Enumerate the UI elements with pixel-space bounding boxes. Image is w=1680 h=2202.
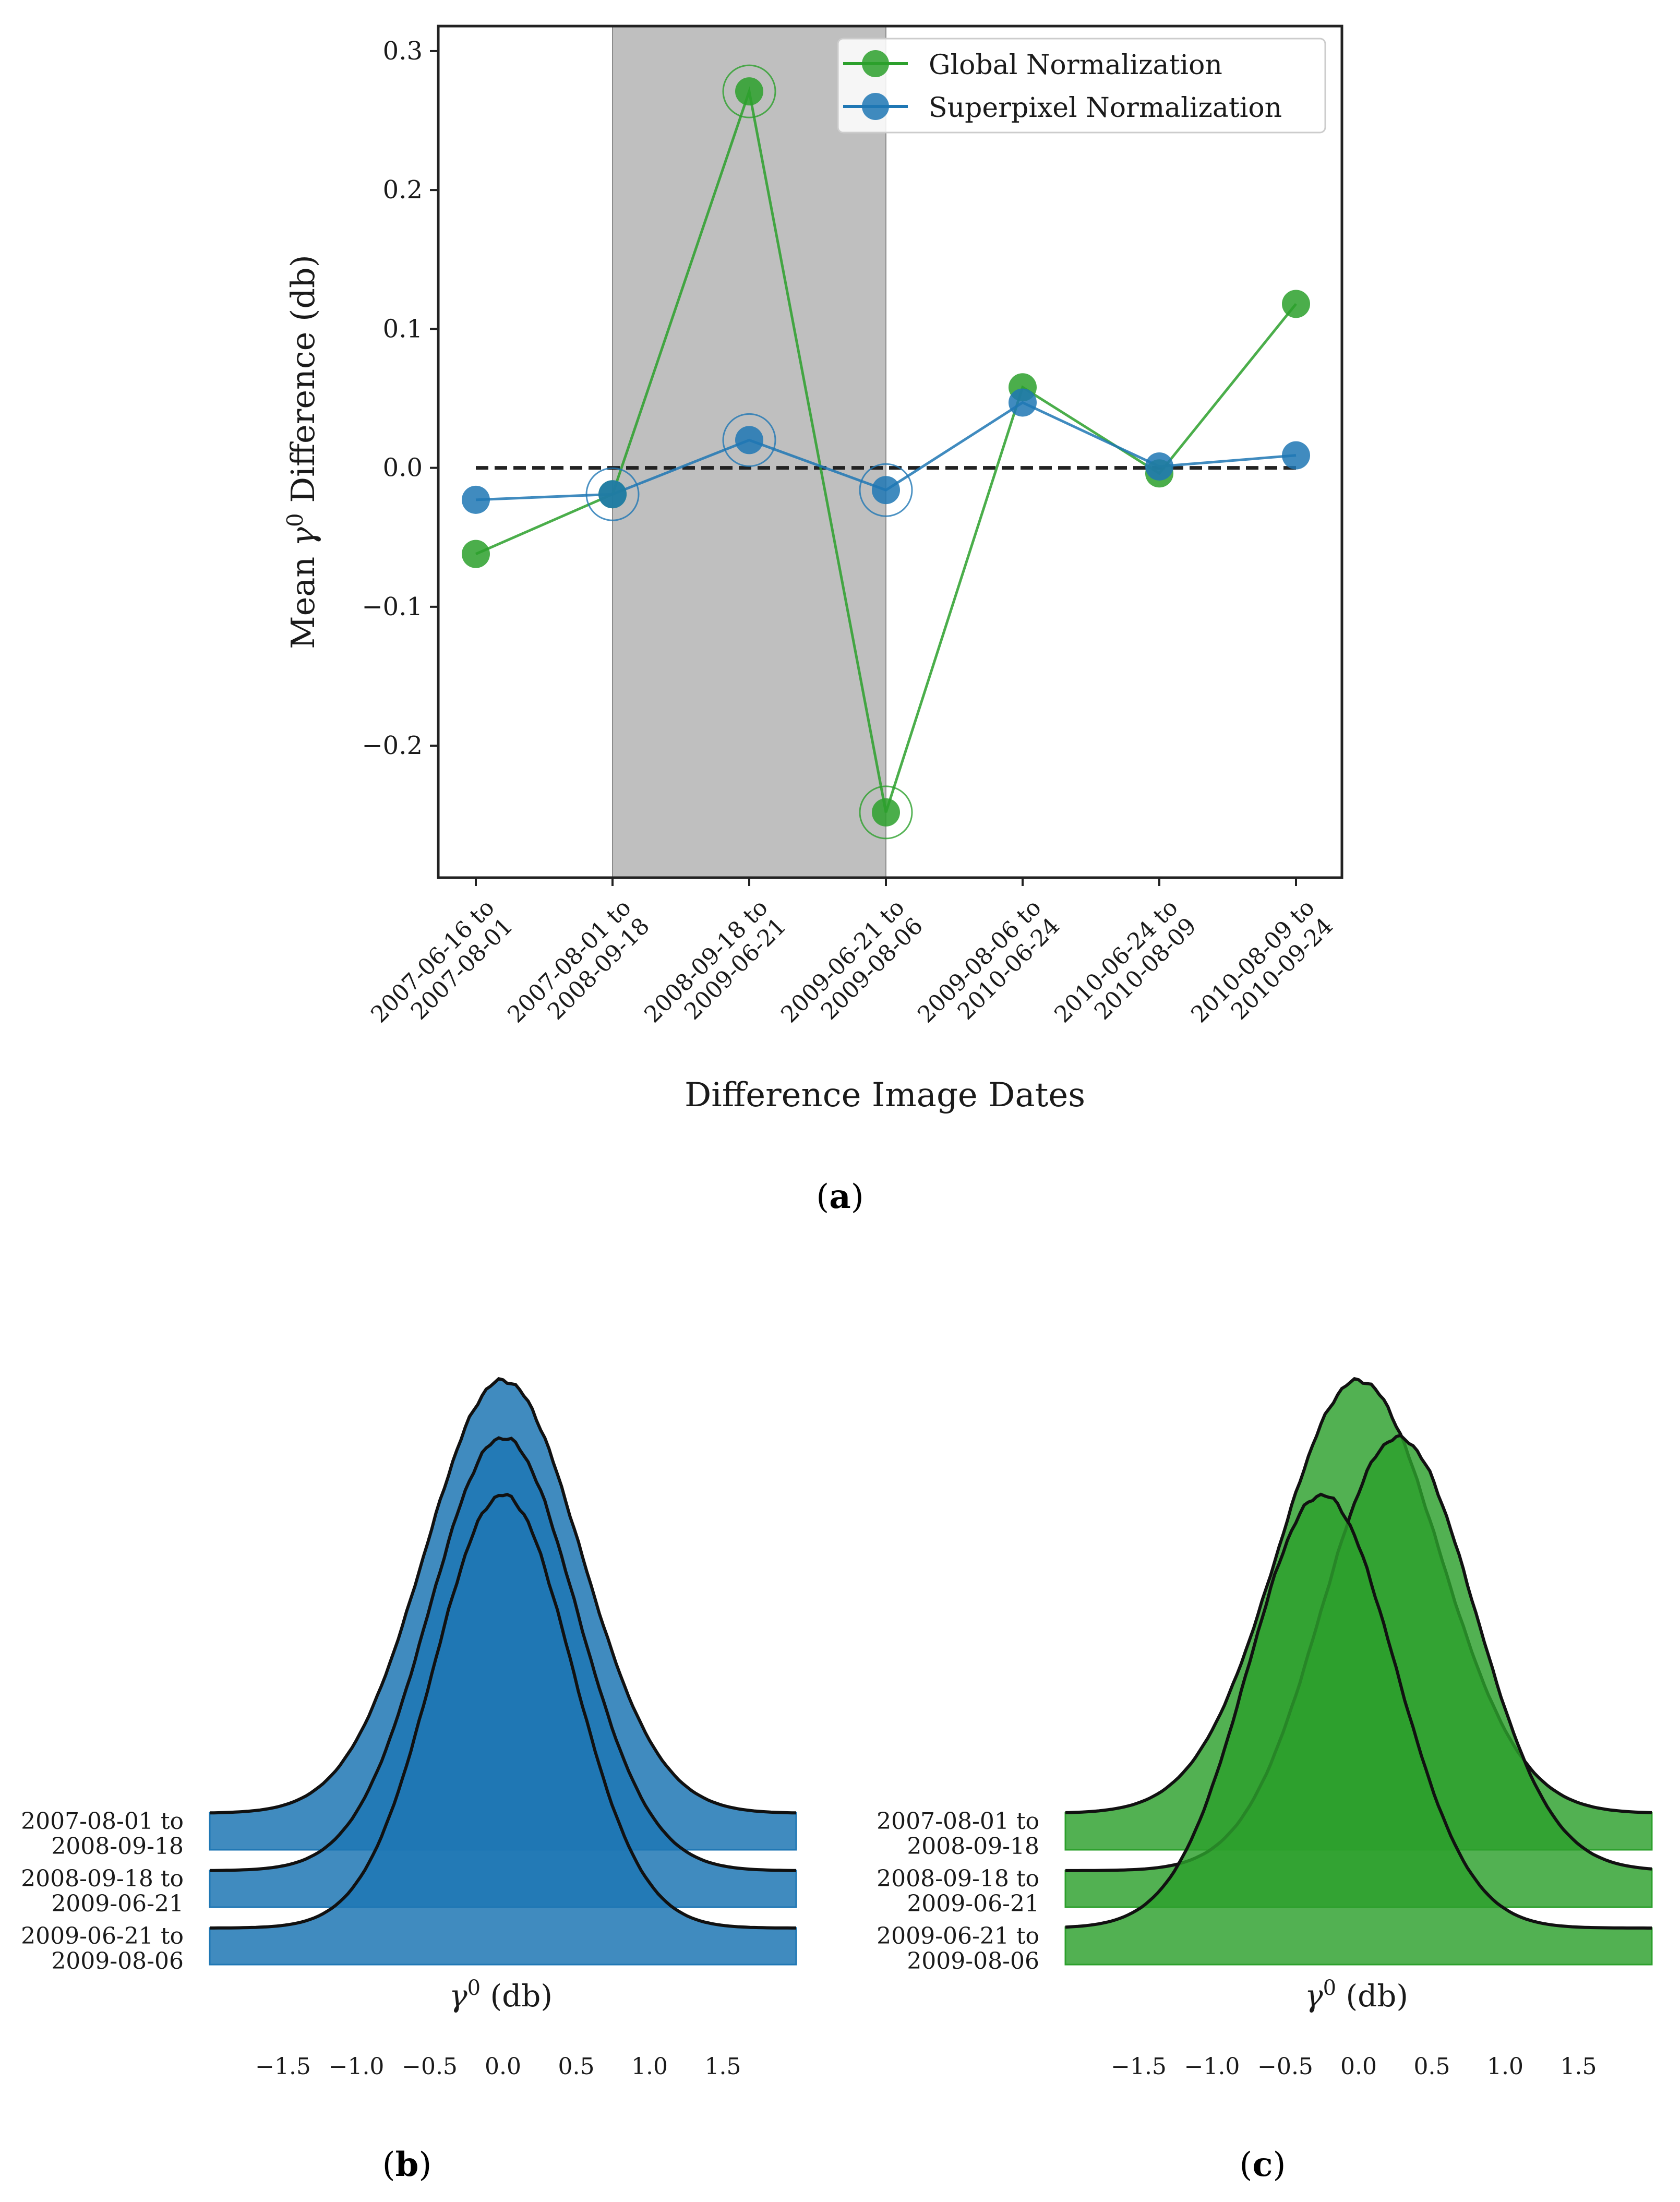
- x-axis-ticks: −1.5 −1.0 −0.5 0.0 0.5 1.0 1.5: [255, 2053, 741, 2080]
- highlight-ring-superpixel: [585, 467, 640, 521]
- highlight-ring-superpixel: [722, 413, 776, 467]
- panel-label-b: (b): [382, 2145, 432, 2184]
- x-tick-label: −1.0: [329, 2053, 385, 2080]
- x-axis-ticks: −1.5 −1.0 −0.5 0.0 0.5 1.0 1.5: [1111, 2053, 1597, 2080]
- y-tick-label: −0.1: [362, 592, 423, 621]
- x-tick-label: 2009-06-21 to2009-08-06: [776, 894, 928, 1047]
- x-tick-label: 2008-09-18 to2009-06-21: [639, 894, 791, 1047]
- y-tick-label: 0.2: [383, 175, 423, 205]
- y-tick-label: 0.1: [383, 314, 423, 343]
- point-global: [1282, 290, 1310, 318]
- highlight-ring-superpixel: [859, 463, 913, 517]
- x-tick-label: 0.0: [1340, 2053, 1377, 2080]
- x-tick-label: 2007-08-01 to2008-09-18: [502, 894, 655, 1047]
- legend-label-global: Global Normalization: [929, 50, 1222, 81]
- ridge-outline: [1065, 1492, 1652, 1930]
- panel-label-a: (a): [816, 1177, 863, 1216]
- highlight-ring-global: [722, 64, 776, 118]
- x-tick-label: 2009-08-06 to2010-06-24: [913, 894, 1065, 1047]
- x-tick-label: 1.5: [1561, 2053, 1597, 2080]
- legend-marker-superpixel: [862, 93, 889, 120]
- x-tick-label: 0.5: [558, 2053, 595, 2080]
- x-tick-label: −1.0: [1184, 2053, 1240, 2080]
- x-axis-label: γ0 (db): [1305, 1976, 1408, 2014]
- y-tick-label: 0.3: [383, 37, 423, 66]
- x-tick-label: 2010-06-24 to2010-08-09: [1049, 894, 1202, 1047]
- ridge-outline: [210, 1436, 796, 1872]
- row-label: 2009-06-21 to 2009-08-06: [877, 1923, 1039, 1974]
- row-label: 2008-09-18 to 2009-06-21: [877, 1865, 1039, 1917]
- x-tick-label: −0.5: [402, 2053, 458, 2080]
- x-tick-label: −0.5: [1257, 2053, 1313, 2080]
- point-superpixel: [598, 480, 627, 509]
- y-axis-label: Mean γ0 Difference (db): [282, 255, 322, 649]
- plot-frame: [437, 25, 1343, 879]
- point-global: [462, 540, 490, 568]
- point-superpixel: [872, 476, 900, 505]
- x-tick-label: 2007-06-16 to2007-08-01: [366, 894, 518, 1047]
- row-label: 2007-08-01 to 2008-09-18: [877, 1808, 1039, 1860]
- y-tick-label: −0.2: [362, 731, 423, 760]
- row-label: 2009-06-21 to 2009-08-06: [21, 1923, 184, 1974]
- point-superpixel: [462, 485, 490, 514]
- x-tick-label: −1.5: [1111, 2053, 1167, 2080]
- legend-marker-global: [862, 50, 889, 77]
- y-tick-label: 0.0: [383, 453, 423, 483]
- x-tick-label: 0.5: [1414, 2053, 1450, 2080]
- row-label: 2007-08-01 to 2008-09-18: [21, 1808, 184, 1860]
- legend: Global Normalization Superpixel Normaliz…: [837, 38, 1326, 134]
- legend-label-superpixel: Superpixel Normalization: [929, 92, 1282, 124]
- y-axis-ticks: −0.2 −0.1 0.0 0.1 0.2 0.3: [362, 37, 438, 760]
- ridge-outline: [1065, 1433, 1652, 1872]
- ridgeline-shapes: [209, 1377, 797, 1966]
- point-superpixel: [1145, 452, 1173, 481]
- ridge-outline: [209, 1377, 797, 1815]
- point-superpixel: [1282, 441, 1310, 470]
- highlight-ring-global: [859, 785, 913, 840]
- highlight-rings: [585, 64, 913, 840]
- panel-a-line-chart: −0.2 −0.1 0.0 0.1 0.2 0.3 2007-06-16 to2007-0…: [282, 25, 1343, 1216]
- x-tick-label: 1.0: [631, 2053, 668, 2080]
- x-tick-label: 0.0: [485, 2053, 521, 2080]
- x-tick-label: 1.0: [1487, 2053, 1523, 2080]
- x-axis-label: γ0 (db): [449, 1976, 553, 2014]
- x-tick-label: −1.5: [255, 2053, 311, 2080]
- x-axis-label: Difference Image Dates: [685, 1076, 1085, 1115]
- ridge-outline: [210, 1492, 796, 1930]
- point-superpixel: [735, 426, 763, 454]
- panel-label-c: (c): [1240, 2145, 1286, 2184]
- point-superpixel: [1009, 388, 1037, 417]
- x-tick-label: 2010-08-09 to2010-09-24: [1186, 894, 1338, 1047]
- row-label: 2008-09-18 to 2009-06-21: [21, 1865, 184, 1917]
- legend-box: [837, 38, 1326, 134]
- point-global: [735, 77, 763, 106]
- x-tick-label: 1.5: [705, 2053, 741, 2080]
- point-global: [872, 798, 900, 827]
- ridge-outline: [1065, 1377, 1652, 1814]
- series-points: [462, 77, 1310, 827]
- ridgeline-shapes: [1064, 1377, 1653, 1966]
